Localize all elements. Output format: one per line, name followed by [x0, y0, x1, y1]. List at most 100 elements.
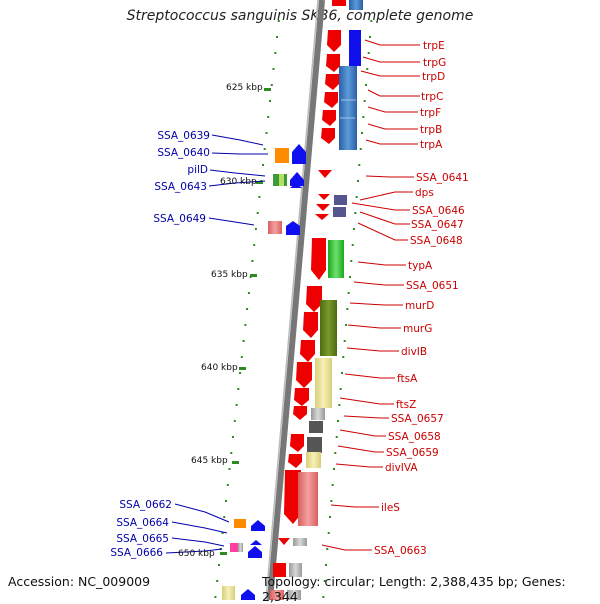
gene-label[interactable]: ileS — [381, 502, 400, 514]
scale-dot — [226, 484, 229, 486]
scale-dot — [330, 500, 333, 502]
gene-label[interactable]: ftsA — [397, 373, 418, 385]
gene-label[interactable]: murD — [405, 300, 434, 312]
kbp-label: 625 kbp — [226, 83, 263, 93]
gene-label[interactable]: trpF — [420, 107, 441, 119]
scale-dot — [334, 452, 337, 454]
gene-label[interactable]: SSA_0664 — [116, 517, 169, 529]
scale-dot — [367, 52, 370, 54]
scale-dot — [265, 132, 268, 134]
gene-label[interactable]: SSA_0659 — [386, 447, 439, 459]
scale-dot — [347, 292, 350, 294]
scale-dot — [249, 276, 252, 278]
scale-dot — [363, 100, 366, 102]
scale-dot — [350, 260, 353, 262]
scale-dot — [228, 468, 231, 470]
gene-label[interactable]: divIB — [401, 346, 427, 358]
gene-label[interactable]: SSA_0666 — [110, 547, 163, 559]
scale-dots — [214, 20, 373, 598]
scale-dot — [269, 100, 271, 102]
scale-dot — [214, 596, 217, 598]
scale-dot — [251, 260, 254, 262]
scale-dot — [247, 292, 250, 294]
gene-label[interactable]: SSA_0651 — [406, 280, 459, 292]
scale-dot — [270, 84, 273, 86]
gene-label[interactable]: SSA_0658 — [388, 431, 441, 443]
scale-dot — [223, 516, 226, 518]
scale-dot — [254, 228, 257, 230]
scale-dot — [272, 68, 275, 70]
kbp-label: 650 kbp — [178, 549, 215, 559]
gene-label[interactable]: divIVA — [385, 462, 418, 474]
kbp-label: 645 kbp — [191, 456, 228, 466]
gene-label[interactable]: SSA_0665 — [116, 533, 169, 545]
gene-label[interactable]: dps — [415, 187, 434, 199]
gene-label[interactable]: trpC — [421, 91, 443, 103]
gene-label[interactable]: murG — [403, 323, 432, 335]
gene-label[interactable]: SSA_0649 — [153, 213, 206, 225]
scale-dot — [354, 212, 357, 214]
scale-dot — [338, 404, 341, 406]
scale-dot — [355, 196, 358, 198]
gene-label[interactable]: SSA_0641 — [416, 172, 469, 184]
gene-label[interactable]: trpG — [423, 57, 446, 69]
gene-label[interactable]: trpB — [420, 124, 442, 136]
scale-dot — [342, 356, 345, 358]
kbp-label: 630 kbp — [220, 177, 257, 187]
scale-dot — [331, 484, 334, 486]
gene-label[interactable]: SSA_0640 — [157, 147, 210, 159]
left-gene-labels: SSA_0639 SSA_0640 pilD SSA_0643 SSA_0649… — [110, 130, 210, 559]
scale-dot — [359, 148, 362, 150]
scale-dot — [333, 468, 335, 470]
gene-label[interactable]: SSA_0648 — [410, 235, 463, 247]
gene-label[interactable]: pilD — [187, 164, 208, 176]
scale-dot — [274, 52, 277, 54]
scale-dot — [341, 372, 343, 374]
scale-dot — [353, 228, 355, 230]
scale-dot — [369, 36, 371, 38]
gene-label[interactable]: trpA — [420, 139, 443, 151]
gene-label[interactable]: SSA_0657 — [391, 413, 444, 425]
gene-label[interactable]: SSA_0662 — [119, 499, 172, 511]
scale-dot — [240, 356, 243, 358]
scale-dot — [326, 548, 329, 550]
kbp-label-group: 625 kbp 630 kbp 635 kbp 640 kbp 645 kbp … — [178, 83, 263, 559]
left-leader-lines — [165, 134, 268, 554]
gene-label[interactable]: SSA_0639 — [157, 130, 210, 142]
scale-dot — [235, 404, 238, 406]
scale-dot — [244, 324, 247, 326]
scale-dot — [358, 164, 361, 166]
scale-dot — [263, 148, 266, 150]
scale-dot — [329, 516, 331, 518]
scale-dot — [262, 164, 264, 166]
scale-dot — [337, 420, 339, 422]
gene-label[interactable]: typA — [408, 260, 433, 272]
genome-title: Streptococcus sanguinis SK36, complete g… — [126, 8, 474, 24]
scale-dot — [366, 68, 369, 70]
scale-dot — [218, 564, 220, 566]
scale-dot — [256, 212, 259, 214]
kbp-label: 635 kbp — [211, 270, 248, 280]
scale-dot — [233, 420, 236, 422]
scale-dot — [365, 84, 367, 86]
scale-dot — [339, 388, 342, 390]
gene-label[interactable]: SSA_0646 — [412, 205, 465, 217]
scale-dot — [277, 20, 280, 22]
gene-label[interactable]: trpE — [423, 40, 445, 52]
scale-dot — [225, 500, 227, 502]
scale-dot — [370, 20, 373, 22]
gene-label[interactable]: SSA_0643 — [154, 181, 207, 193]
gene-label[interactable]: trpD — [422, 71, 445, 83]
gene-blocks — [222, 0, 363, 600]
scale-dot — [230, 452, 233, 454]
gene-label[interactable]: SSA_0647 — [411, 219, 464, 231]
scale-dot — [276, 36, 278, 38]
scale-dot — [327, 532, 330, 534]
scale-dot — [343, 340, 346, 342]
gene-label[interactable]: SSA_0663 — [374, 545, 427, 557]
scale-dot — [362, 116, 365, 118]
scale-dot — [216, 580, 219, 582]
gene-label[interactable]: ftsZ — [396, 399, 416, 411]
scale-dot — [361, 132, 363, 134]
